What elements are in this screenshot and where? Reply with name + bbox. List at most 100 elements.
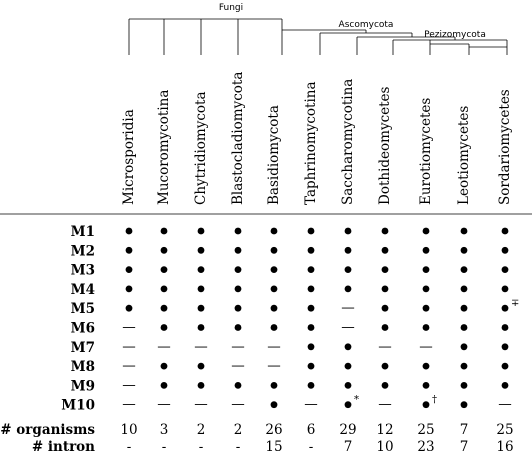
absence-dash: — — [231, 339, 245, 355]
presence-dot — [270, 304, 278, 312]
taxon-label: Basidiomycota — [266, 105, 282, 205]
presence-dot — [234, 285, 242, 293]
absence-dash: — — [378, 339, 392, 355]
presence-dot — [422, 362, 430, 370]
presence-dot — [307, 382, 315, 389]
summary-value: 12 — [376, 422, 393, 438]
presence-dot — [307, 285, 315, 293]
presence-dot — [381, 246, 389, 254]
absence-dash: — — [304, 397, 318, 413]
presence-dot — [234, 382, 242, 389]
taxon-label: Chytridiomycota — [193, 91, 209, 205]
presence-dot — [125, 285, 133, 293]
presence-dot — [422, 304, 430, 312]
presence-dot — [125, 227, 133, 235]
summary-value: 10 — [120, 422, 137, 438]
presence-dot — [381, 285, 389, 293]
summary-value: 15 — [265, 439, 282, 455]
presence-dot — [344, 343, 352, 351]
taxon-label: Saccharomycotina — [340, 79, 356, 205]
presence-dot — [307, 324, 315, 331]
presence-dot — [270, 246, 278, 254]
presence-dot — [234, 246, 242, 254]
clade-label-pezizomycota: Pezizomycota — [424, 30, 486, 40]
taxon-label: Blastocladiomycota — [230, 72, 246, 205]
presence-dot — [234, 266, 242, 273]
taxon-label: Microsporidia — [121, 109, 137, 205]
presence-dot — [160, 227, 168, 235]
presence-dot — [160, 304, 168, 312]
presence-dot — [381, 266, 389, 273]
row-label: M9 — [71, 378, 95, 394]
summary-value: - — [236, 439, 241, 455]
presence-dot — [381, 324, 389, 331]
presence-dot — [234, 324, 242, 331]
summary-value: - — [127, 439, 132, 455]
presence-dot — [234, 227, 242, 235]
presence-dot — [422, 227, 430, 235]
absence-dash: — — [194, 339, 208, 355]
presence-dot — [307, 343, 315, 351]
clade-label-ascomycota: Ascomycota — [339, 20, 394, 30]
absence-dash: — — [194, 397, 208, 413]
presence-dot — [460, 343, 468, 351]
presence-dot — [197, 266, 205, 273]
row-label: M2 — [71, 243, 95, 259]
presence-dot — [160, 266, 168, 273]
summary-value: 26 — [265, 422, 282, 438]
presence-dot — [197, 324, 205, 331]
presence-dot — [160, 324, 168, 331]
presence-dot — [422, 285, 430, 293]
presence-dot — [197, 246, 205, 254]
summary-value: - — [309, 439, 314, 455]
absence-dash: — — [157, 339, 171, 355]
summary-value: 10 — [376, 439, 393, 455]
summary-label: # organisms — [0, 422, 95, 438]
presence-dot — [197, 382, 205, 389]
presence-matrix: — — — — — — — — — — — — — — — — — — — — — ∓ * † — [122, 227, 519, 413]
presence-dot — [460, 382, 468, 389]
presence-dot — [460, 304, 468, 312]
presence-dot — [344, 382, 352, 389]
taxon-label: Taphrinomycotina — [303, 81, 319, 205]
summary-value: 16 — [496, 439, 513, 455]
phylogenetic-tree — [128, 18, 508, 55]
absence-dash: — — [122, 358, 136, 374]
presence-dot — [270, 227, 278, 235]
absence-dash: — — [122, 377, 136, 393]
summary-value: 7 — [344, 439, 353, 455]
presence-dot — [501, 246, 509, 254]
presence-dot — [125, 246, 133, 254]
summary-value: 6 — [307, 422, 316, 438]
absence-dash: — — [341, 300, 355, 316]
presence-dot — [460, 362, 468, 370]
presence-dot — [501, 382, 509, 389]
absence-dash: — — [122, 339, 136, 355]
taxon-label: Mucoromycotina — [156, 90, 172, 205]
row-label: M8 — [71, 359, 95, 375]
summary-value: 7 — [460, 439, 469, 455]
footnote-marker: † — [432, 395, 437, 406]
summary-rows: # organisms 10 3 2 2 26 6 29 12 25 7 25 # intron - - - -… — [0, 422, 513, 455]
presence-dot — [422, 246, 430, 254]
absence-dash: — — [341, 320, 355, 336]
presence-dot — [422, 324, 430, 331]
summary-label: # intron — [32, 439, 95, 455]
presence-dot — [270, 285, 278, 293]
presence-dot — [501, 343, 509, 351]
row-labels: M1 M2 M3 M4 M5 M6 M7 M8 M9 M10 — [61, 224, 95, 414]
presence-dot — [501, 324, 509, 331]
presence-dot — [197, 227, 205, 235]
presence-dot — [160, 246, 168, 254]
summary-value: 7 — [460, 422, 469, 438]
presence-dot — [422, 382, 430, 389]
presence-dot — [307, 227, 315, 235]
presence-dot — [160, 285, 168, 293]
presence-dot — [460, 227, 468, 235]
absence-dash: — — [267, 339, 281, 355]
presence-dot — [344, 266, 352, 273]
absence-dash: — — [378, 397, 392, 413]
presence-dot — [234, 304, 242, 312]
row-label: M6 — [71, 321, 95, 337]
presence-dot — [197, 362, 205, 370]
